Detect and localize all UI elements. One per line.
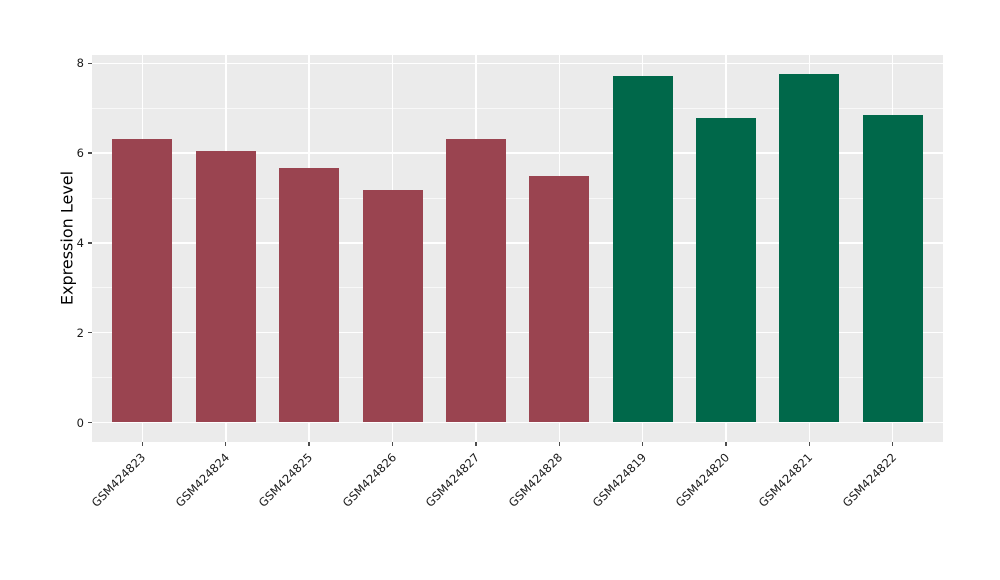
major-gridline [92,331,943,334]
x-tick-label-GSM424820: GSM424820 [672,450,733,510]
plot-area [92,55,943,442]
y-tick-mark [88,332,92,334]
y-tick-mark [88,421,92,424]
x-tick-mark [808,442,811,446]
y-tick-label: 6 [76,146,84,161]
minor-gridline [92,197,943,199]
y-tick-mark [88,152,92,154]
bar-GSM424827 [445,139,506,423]
minor-gridline [92,107,943,109]
x-tick-label-GSM424828: GSM424828 [506,450,566,510]
x-tick-mark [308,442,310,446]
bar-GSM424826 [362,189,423,423]
major-gridline [92,152,943,154]
bar-GSM424822 [862,115,923,423]
minor-gridline [92,287,943,289]
x-tick-mark [892,442,894,446]
x-tick-mark [391,442,394,446]
x-tick-label-GSM424825: GSM424825 [255,450,316,510]
x-tick-label-GSM424823: GSM424823 [89,450,149,510]
x-tick-mark [641,442,644,446]
major-gridline [92,242,943,244]
bar-GSM424825 [279,168,340,423]
bar-GSM424824 [195,150,256,423]
bar-GSM424820 [695,118,756,423]
x-tick-mark [558,442,560,446]
x-tick-mark [225,442,227,446]
y-tick-label: 2 [76,325,84,340]
x-tick-mark [141,442,144,446]
x-tick-label-GSM424827: GSM424827 [422,450,483,510]
x-tick-label-GSM424826: GSM424826 [339,450,399,510]
x-tick-label-GSM424821: GSM424821 [756,450,816,510]
bar-GSM424828 [529,175,590,423]
x-tick-label-GSM424819: GSM424819 [589,450,649,510]
bar-GSM424819 [612,75,673,423]
y-tick-label: 0 [76,415,84,430]
x-tick-label-GSM424822: GSM424822 [839,450,899,510]
y-tick-mark [88,62,92,64]
x-tick-mark [725,442,727,446]
y-tick-mark [88,242,92,244]
x-tick-label-GSM424824: GSM424824 [172,450,232,510]
minor-gridline [92,377,943,379]
y-tick-label: 4 [76,235,84,250]
bar-GSM424823 [112,139,173,423]
major-gridline [92,421,943,424]
y-tick-label: 8 [76,56,84,71]
bar-GSM424821 [779,74,840,423]
x-tick-mark [475,442,477,446]
major-gridline [92,62,943,65]
